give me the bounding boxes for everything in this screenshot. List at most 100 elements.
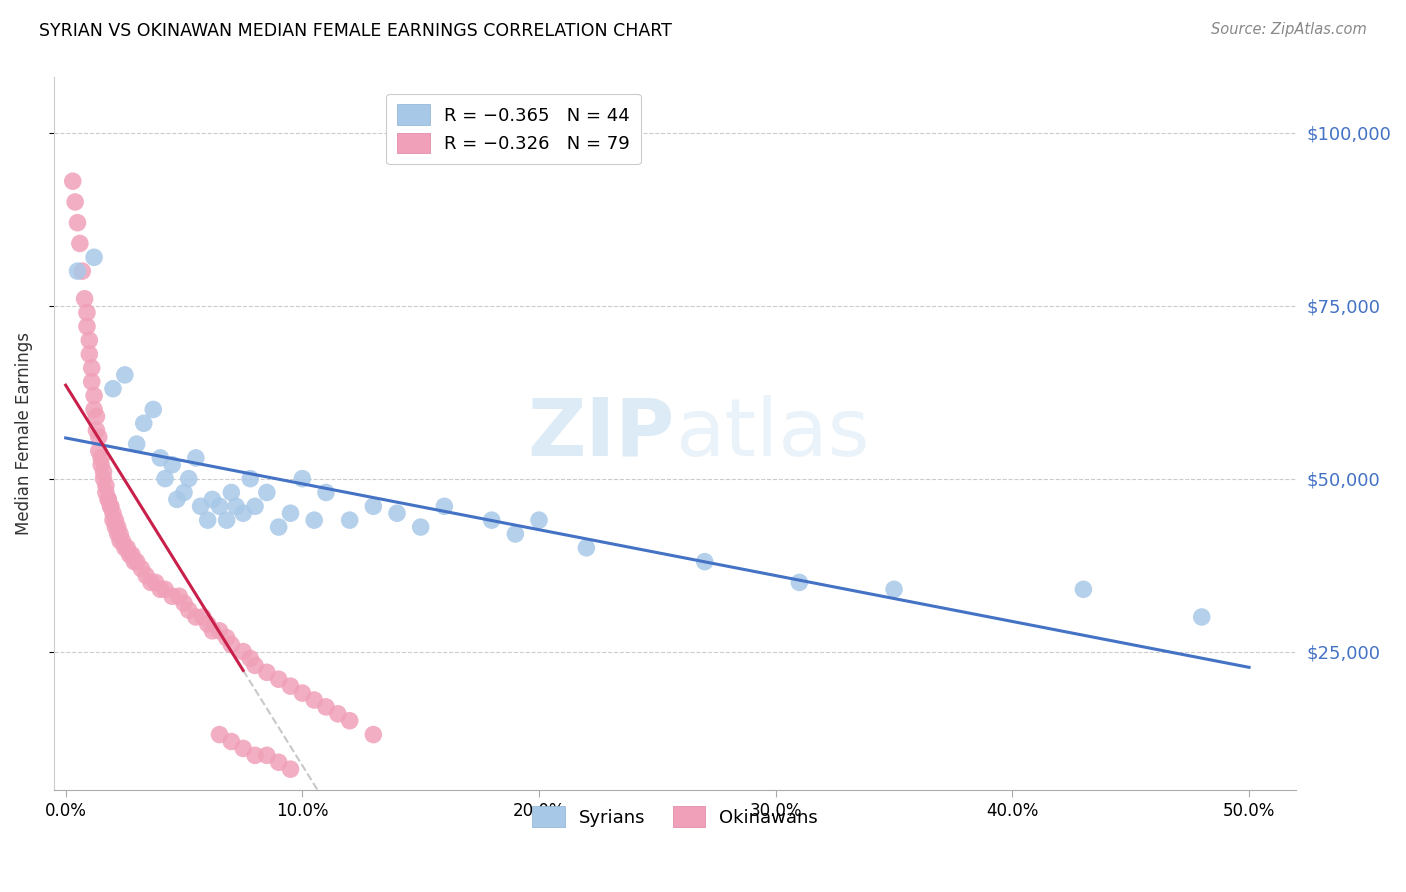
Point [433,500,456,514]
Point [267,756,290,770]
Text: ZIP: ZIP [527,394,675,473]
Point [100,500,122,514]
Point [107,527,129,541]
Point [145,575,167,590]
Point [153,582,176,597]
Point [208,728,231,742]
Point [149,582,172,597]
Point [160,589,183,603]
Point [575,541,598,555]
Point [135,568,157,582]
Point [221,734,243,748]
Point [177,603,200,617]
Point [291,686,314,700]
Point [115,541,138,555]
Point [166,492,188,507]
Point [243,658,266,673]
Point [315,699,337,714]
Point [1073,582,1095,597]
Point [184,450,207,465]
Point [76,305,98,319]
Point [527,513,550,527]
Point [93,465,115,479]
Point [76,319,98,334]
Point [197,616,219,631]
Point [1191,610,1213,624]
Point [173,485,195,500]
Point [73,292,96,306]
Legend: Syrians, Okinawans: Syrians, Okinawans [524,799,825,834]
Point [302,513,325,527]
Point [505,527,527,541]
Point [83,402,105,417]
Point [87,444,110,458]
Point [104,520,127,534]
Point [124,555,146,569]
Point [239,472,262,486]
Point [107,520,129,534]
Point [339,513,361,527]
Point [125,437,148,451]
Point [80,361,103,376]
Point [256,485,278,500]
Point [100,500,122,514]
Point [139,575,162,590]
Point [70,264,93,278]
Point [86,423,108,437]
Point [302,693,325,707]
Point [86,409,108,424]
Point [363,728,385,742]
Point [90,450,112,465]
Point [280,506,302,520]
Point [66,264,89,278]
Point [97,492,120,507]
Point [79,333,101,347]
Point [201,492,224,507]
Point [221,638,243,652]
Point [232,644,254,658]
Point [363,500,385,514]
Point [315,485,337,500]
Point [149,450,172,465]
Point [267,520,290,534]
Point [142,402,165,417]
Point [66,216,89,230]
Point [208,624,231,638]
Point [63,194,86,209]
Point [108,527,131,541]
Point [87,430,110,444]
Point [132,417,155,431]
Point [184,610,207,624]
Point [62,174,84,188]
Point [339,714,361,728]
Y-axis label: Median Female Earnings: Median Female Earnings [15,332,32,535]
Point [291,472,314,486]
Point [190,500,212,514]
Point [267,672,290,686]
Point [385,506,408,520]
Point [125,555,148,569]
Point [118,548,141,562]
Point [160,458,183,472]
Text: SYRIAN VS OKINAWAN MEDIAN FEMALE EARNINGS CORRELATION CHART: SYRIAN VS OKINAWAN MEDIAN FEMALE EARNING… [39,22,672,40]
Point [221,485,243,500]
Point [243,748,266,763]
Point [201,624,224,638]
Point [225,500,247,514]
Point [93,472,115,486]
Point [104,513,127,527]
Point [169,589,191,603]
Point [101,513,124,527]
Point [256,665,278,680]
Point [215,513,238,527]
Point [94,485,117,500]
Point [101,382,124,396]
Point [94,478,117,492]
Point [83,389,105,403]
Point [256,748,278,763]
Point [215,631,238,645]
Point [243,500,266,514]
Point [131,561,153,575]
Point [481,513,503,527]
Point [280,762,302,776]
